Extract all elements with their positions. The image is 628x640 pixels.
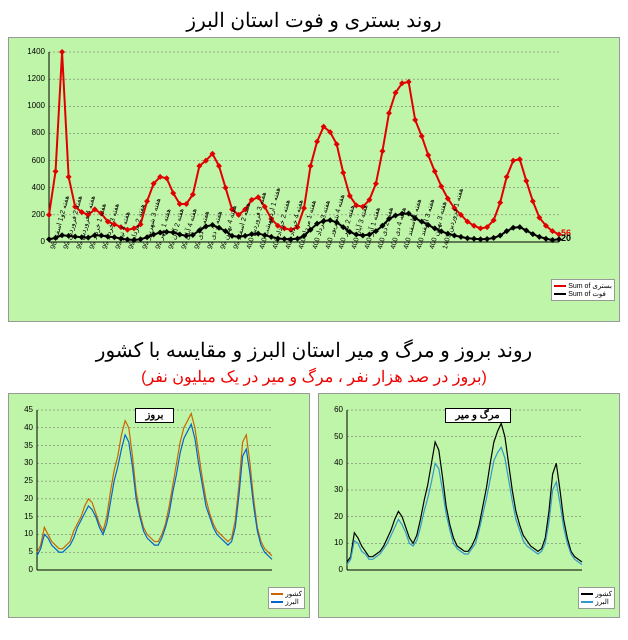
chart-legend: Sum of بستریSum of فوت [551,279,615,301]
legend-item: Sum of بستری [554,282,612,290]
chart-legend: کشورالبرز [578,587,615,609]
left-chart-panel: 051015202530354045بروزکشورالبرز [8,393,310,618]
chart-svg [9,38,619,321]
chart-label: بروز [135,408,175,423]
top-chart-panel: 0200400600800100012001400هفته 2و1 اسفند … [8,37,620,322]
series-end-label: 20 [561,233,571,243]
bottom-chart-pair: 051015202530354045بروزکشورالبرز 01020304… [8,393,620,618]
chart-svg [9,394,309,617]
right-chart-panel: 0102030405060مرگ و میرکشورالبرز [318,393,620,618]
chart-legend: کشورالبرز [268,587,305,609]
legend-item: کشور [271,590,302,598]
chart-svg [319,394,619,617]
top-title: روند بستری و فوت استان البرز [0,0,628,37]
bottom-title: روند بروز و مرگ و میر استان البرز و مقای… [0,330,628,367]
legend-item: البرز [581,598,612,606]
bottom-subtitle: (بروز در صد هزار نفر ، مرگ و میر در یک م… [0,367,628,393]
legend-item: Sum of فوت [554,290,612,298]
legend-item: کشور [581,590,612,598]
chart-label: مرگ و میر [445,408,511,423]
legend-item: البرز [271,598,302,606]
